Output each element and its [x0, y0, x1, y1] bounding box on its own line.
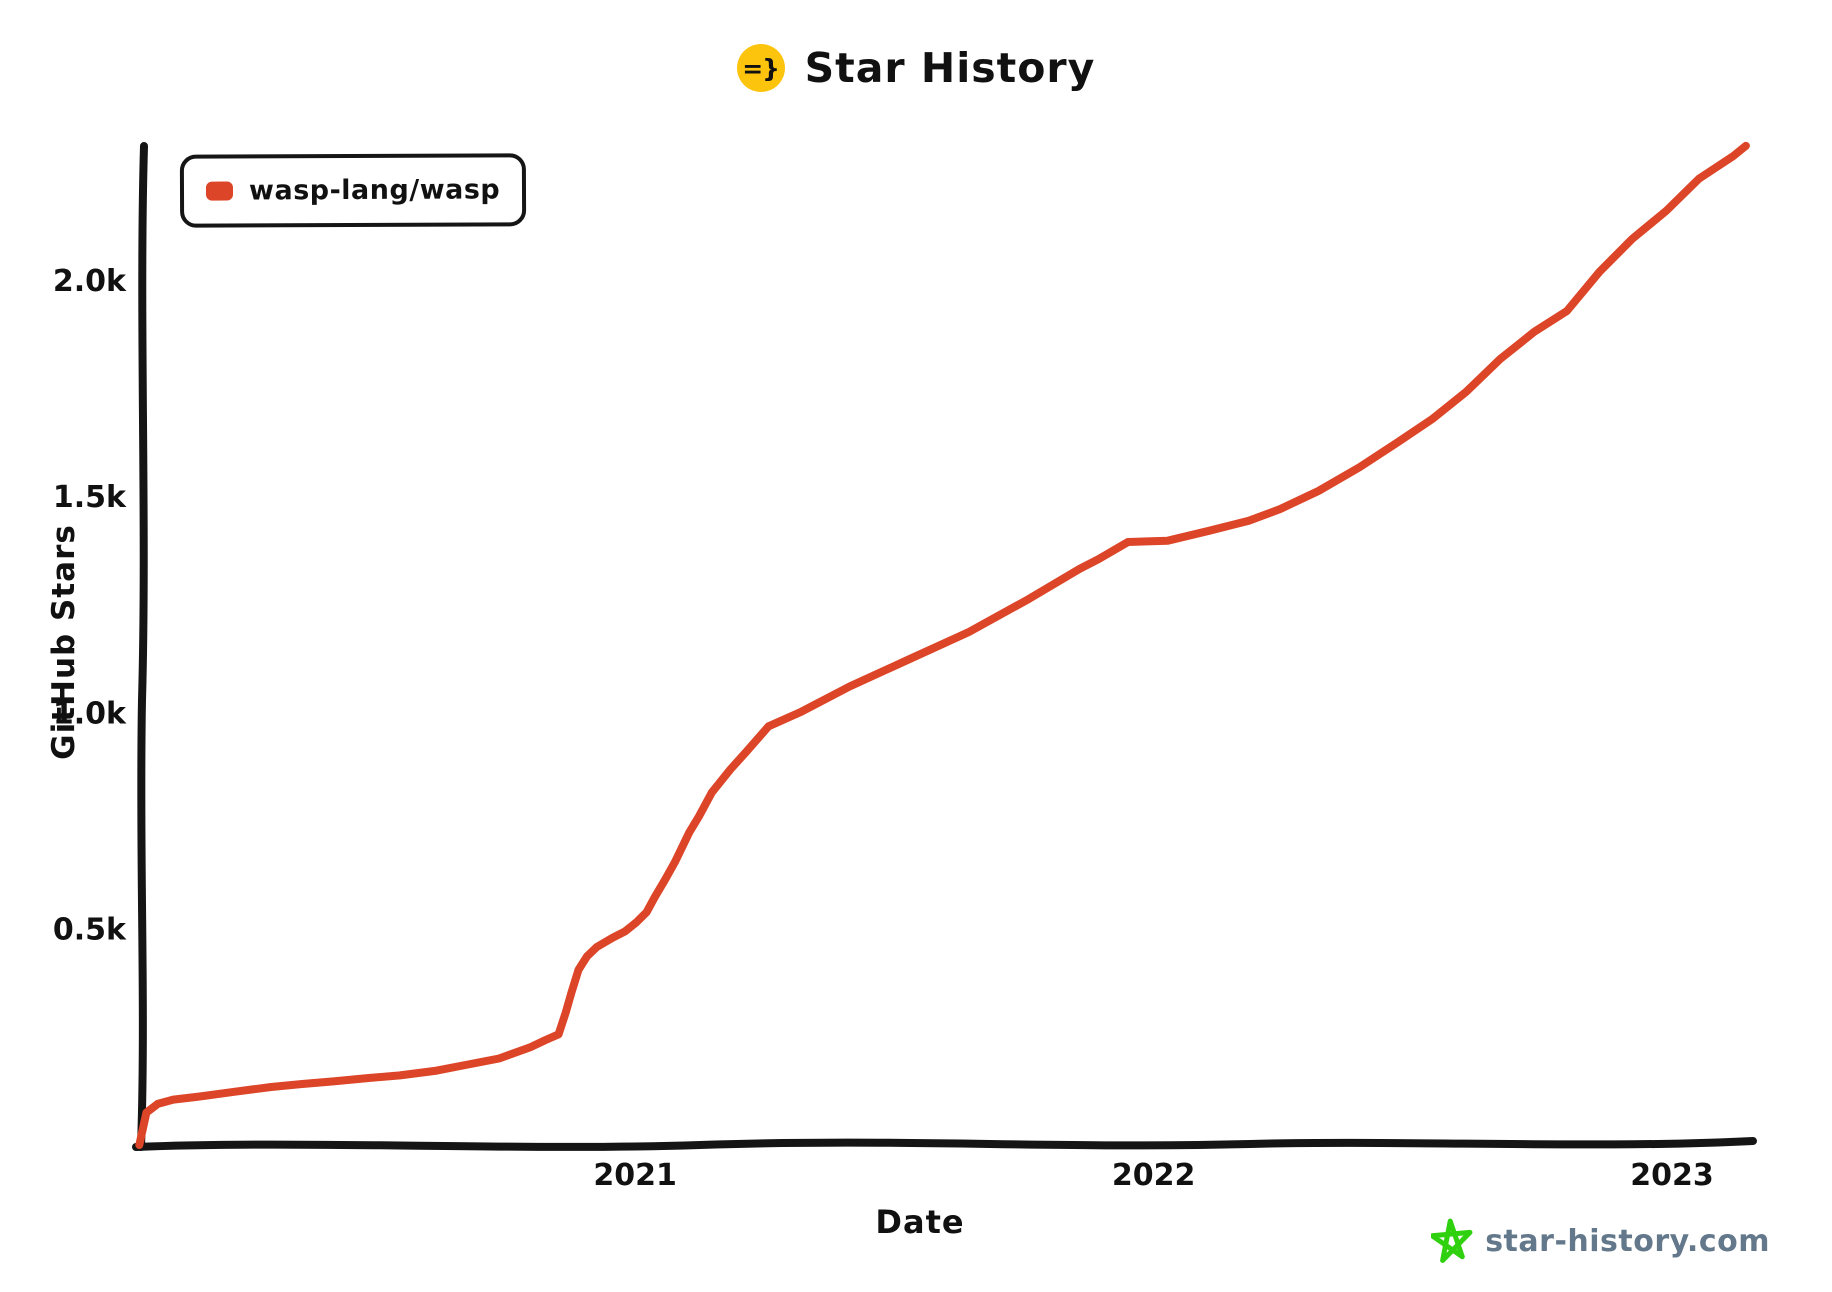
x-axis-line: [132, 1137, 1757, 1151]
legend-label-wasp-lang-wasp: wasp-lang/wasp: [248, 174, 501, 207]
watermark-text: star-history.com: [1485, 1223, 1770, 1259]
repo-avatar-icon: =}: [736, 44, 785, 92]
axis-ticks: 2021 2022 2023 0.5k 1.0k 1.5k 2.0k: [53, 264, 1714, 1193]
y-tick-label-1.0k: 1.0k: [53, 696, 127, 731]
series-line-wasp-lang-wasp[interactable]: [135, 141, 1750, 1149]
y-tick-label-1.5k: 1.5k: [53, 480, 127, 515]
x-axis-title: Date: [875, 1203, 965, 1241]
watermark-link[interactable]: star-history.com: [1431, 1218, 1770, 1264]
x-tick-label-2021: 2021: [593, 1158, 677, 1193]
chart-header: =} Star History: [0, 36, 1832, 100]
star-icon: [1431, 1218, 1473, 1263]
legend-swatch-wasp-lang-wasp: [205, 181, 234, 201]
y-tick-label-0.5k: 0.5k: [53, 913, 127, 948]
y-tick-label-2.0k: 2.0k: [53, 264, 127, 299]
page-title: Star History: [804, 44, 1096, 92]
x-tick-label-2022: 2022: [1112, 1158, 1196, 1193]
legend-box: wasp-lang/wasp: [179, 153, 527, 228]
y-axis-line: [137, 142, 148, 1151]
x-tick-label-2023: 2023: [1630, 1158, 1714, 1193]
y-axis-title: GitHub Stars: [46, 524, 82, 760]
